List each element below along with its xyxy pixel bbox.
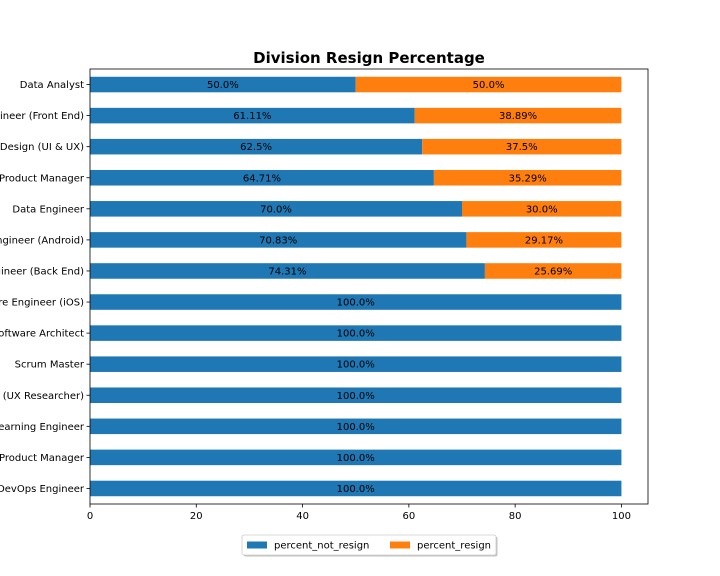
bar-percent_resign-1 xyxy=(414,107,622,124)
y-tick-label-4: Data Engineer xyxy=(12,204,84,215)
bar-label-percent_not_resign-8: 100.0% xyxy=(337,329,375,340)
x-tick-label-1: 20 xyxy=(190,511,203,522)
bar-label-percent_resign-5: 29.17% xyxy=(525,235,563,246)
y-axis: Data Analyst Software Engineer (Front End… xyxy=(0,80,90,495)
bar-percent_not_resign-5 xyxy=(90,232,467,248)
bar-percent_not_resign-1 xyxy=(90,107,415,124)
y-tick-label-0: Data Analyst xyxy=(20,80,84,91)
bar-percent_not_resign-4 xyxy=(90,201,462,217)
y-tick-label-10: Product Design (UX Researcher) xyxy=(0,391,84,402)
bar-percent_not_resign-8 xyxy=(90,325,622,341)
bar-percent_not_resign-3 xyxy=(90,169,434,186)
bar-percent_resign-5 xyxy=(466,232,622,248)
bar-label-percent_not_resign-11: 100.0% xyxy=(337,422,375,433)
bar-label-percent_not_resign-3: 64.71% xyxy=(243,173,281,184)
bar-label-percent_not_resign-2: 62.5% xyxy=(240,142,272,153)
y-tick-label-3: Product Manager xyxy=(0,173,85,184)
bar-percent_resign-3 xyxy=(433,169,622,186)
legend-label-percent_resign: percent_resign xyxy=(417,541,491,552)
bar-label-percent_not_resign-1: 61.11% xyxy=(233,111,271,122)
bar-percent_not_resign-13 xyxy=(90,480,622,497)
x-tick-label-5: 100 xyxy=(612,511,631,522)
bar-percent_resign-4 xyxy=(462,201,622,217)
legend-box xyxy=(241,534,497,556)
bar-label-percent_not_resign-10: 100.0% xyxy=(337,391,375,402)
bar-percent_not_resign-0 xyxy=(90,76,356,93)
bar-label-percent_not_resign-9: 100.0% xyxy=(337,360,375,371)
bar-label-percent_resign-3: 35.29% xyxy=(509,173,547,184)
x-tick-label-0: 0 xyxy=(87,511,93,522)
y-tick-label-5: Software Engineer (Android) xyxy=(0,235,84,246)
x-tick-label-4: 80 xyxy=(509,511,522,522)
y-tick-label-2: Product Design (UI & UX) xyxy=(0,142,84,153)
bar-percent_resign-0 xyxy=(355,76,622,93)
legend: percent_not_resign percent_resign xyxy=(241,534,498,557)
y-tick-label-6: Software Engineer (Back End) xyxy=(0,266,84,277)
x-axis: 0 20 40 60 80 100 xyxy=(87,504,631,522)
x-tick-label-3: 60 xyxy=(402,511,415,522)
bars-layer xyxy=(90,76,622,497)
legend-label-percent_not_resign: percent_not_resign xyxy=(274,541,369,552)
bar-labels-layer: 50.0% 50.0% 61.11% 38.89% 62.5% 37.5% 64.71% 35… xyxy=(207,80,572,495)
bar-label-percent_resign-0: 50.0% xyxy=(473,80,505,91)
bar-label-percent_not_resign-4: 70.0% xyxy=(260,204,292,215)
y-tick-label-7: Software Engineer (iOS) xyxy=(0,298,84,309)
bar-label-percent_not_resign-5: 70.83% xyxy=(259,235,297,246)
y-tick-label-1: Software Engineer (Front End) xyxy=(0,111,84,122)
bar-percent_not_resign-9 xyxy=(90,356,622,372)
bar-percent_not_resign-12 xyxy=(90,449,622,466)
y-tick-label-12: Digital Product Manager xyxy=(0,453,85,464)
y-tick-label-11: Machine Learning Engineer xyxy=(0,422,85,433)
bar-label-percent_resign-6: 25.69% xyxy=(534,266,572,277)
bar-percent_resign-2 xyxy=(422,138,622,155)
bar-percent_not_resign-10 xyxy=(90,387,622,404)
plot-area-frame xyxy=(89,68,649,505)
bar-percent_resign-6 xyxy=(484,263,622,279)
bar-percent_not_resign-7 xyxy=(90,294,622,310)
bar-label-percent_not_resign-0: 50.0% xyxy=(207,80,239,91)
chart-title: Division Resign Percentage xyxy=(253,49,485,67)
bar-label-percent_not_resign-6: 74.31% xyxy=(268,266,306,277)
y-tick-label-8: Software Architect xyxy=(0,329,84,340)
bar-label-percent_not_resign-13: 100.0% xyxy=(337,484,375,495)
bar-percent_not_resign-2 xyxy=(90,138,423,155)
bar-label-percent_resign-2: 37.5% xyxy=(506,142,538,153)
x-tick-label-2: 40 xyxy=(296,511,309,522)
bar-percent_not_resign-11 xyxy=(90,418,622,435)
bar-label-percent_resign-4: 30.0% xyxy=(526,204,558,215)
legend-swatch-percent_not_resign xyxy=(247,541,267,549)
legend-swatch-percent_resign xyxy=(390,541,410,549)
bar-percent_not_resign-6 xyxy=(90,263,485,279)
bar-label-percent_resign-1: 38.89% xyxy=(499,111,537,122)
y-tick-label-13: DevOps Engineer xyxy=(0,484,85,495)
y-tick-label-9: Scrum Master xyxy=(15,360,85,371)
bar-label-percent_not_resign-7: 100.0% xyxy=(337,298,375,309)
bar-label-percent_not_resign-12: 100.0% xyxy=(337,453,375,464)
